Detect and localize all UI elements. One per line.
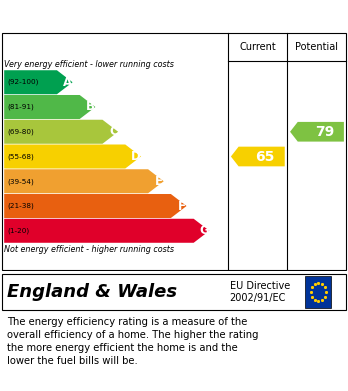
Text: Current: Current [239, 42, 276, 52]
Text: Potential: Potential [295, 42, 338, 52]
Text: EU Directive
2002/91/EC: EU Directive 2002/91/EC [230, 281, 290, 303]
Polygon shape [4, 219, 209, 243]
Text: 65: 65 [255, 149, 275, 163]
FancyBboxPatch shape [306, 276, 331, 308]
Text: E: E [155, 175, 163, 188]
Polygon shape [4, 70, 73, 94]
Text: (39-54): (39-54) [7, 178, 34, 185]
Text: D: D [131, 150, 141, 163]
Text: G: G [200, 224, 209, 237]
Polygon shape [4, 169, 164, 193]
Text: Energy Efficiency Rating: Energy Efficiency Rating [7, 9, 217, 23]
Polygon shape [4, 145, 141, 169]
Text: 79: 79 [315, 125, 334, 139]
Text: (21-38): (21-38) [7, 203, 34, 209]
Text: The energy efficiency rating is a measure of the
overall efficiency of a home. T: The energy efficiency rating is a measur… [7, 317, 259, 366]
Text: (69-80): (69-80) [7, 129, 34, 135]
Text: F: F [178, 199, 186, 213]
Polygon shape [290, 122, 344, 142]
Text: Not energy efficient - higher running costs: Not energy efficient - higher running co… [4, 245, 174, 254]
Text: B: B [86, 100, 95, 113]
Text: (55-68): (55-68) [7, 153, 34, 160]
Text: (81-91): (81-91) [7, 104, 34, 110]
Text: A: A [63, 76, 72, 89]
Text: England & Wales: England & Wales [7, 283, 177, 301]
Polygon shape [4, 120, 118, 144]
Text: (92-100): (92-100) [7, 79, 38, 86]
Text: (1-20): (1-20) [7, 228, 29, 234]
Polygon shape [4, 95, 95, 119]
Bar [2, 274, 346, 310]
Polygon shape [231, 147, 285, 166]
Polygon shape [4, 194, 187, 218]
Text: Very energy efficient - lower running costs: Very energy efficient - lower running co… [4, 60, 174, 69]
Text: C: C [109, 125, 118, 138]
